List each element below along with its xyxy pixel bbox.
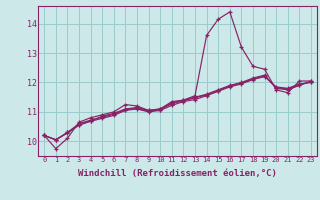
X-axis label: Windchill (Refroidissement éolien,°C): Windchill (Refroidissement éolien,°C) <box>78 169 277 178</box>
